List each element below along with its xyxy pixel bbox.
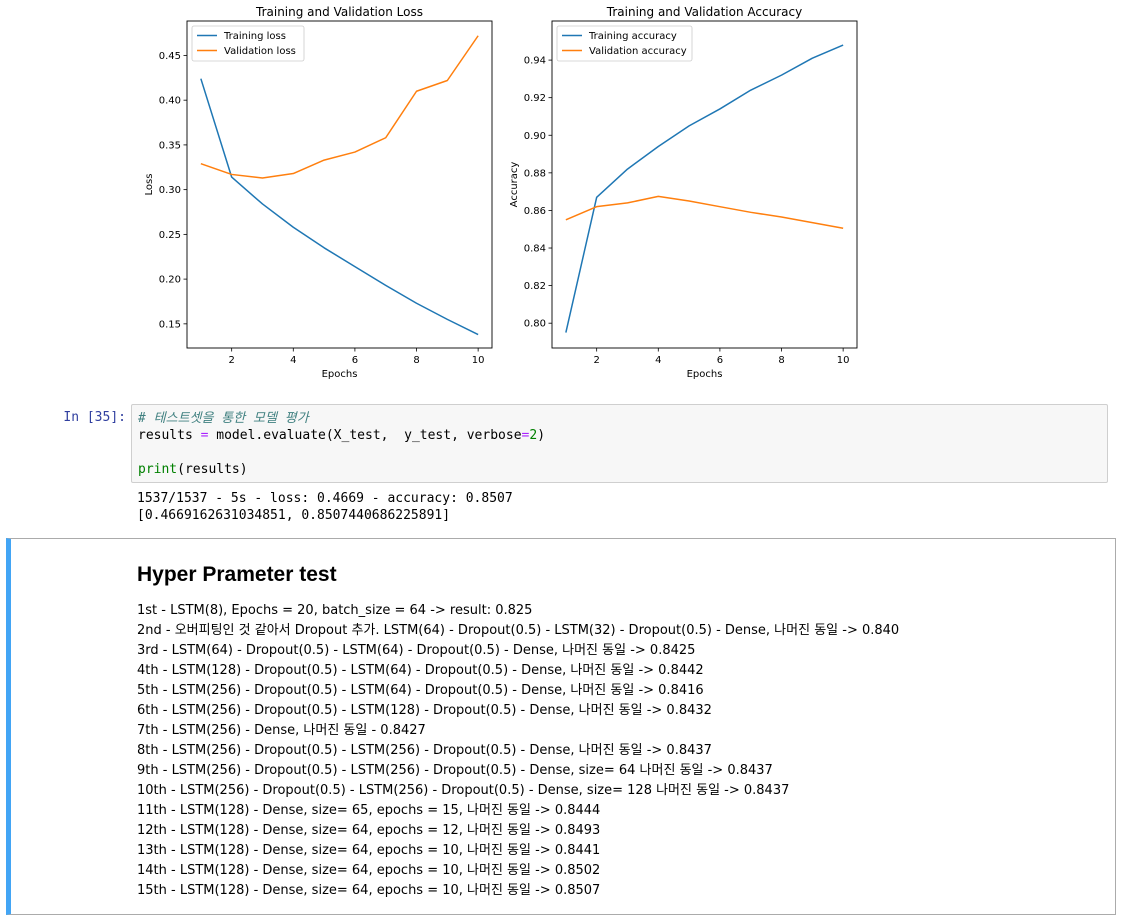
- plot-frame: [551, 20, 858, 349]
- hyperparameter-list: 1st - LSTM(8), Epochs = 20, batch_size =…: [137, 601, 899, 901]
- legend-box: [191, 25, 305, 62]
- y-tick-label: 0.90: [524, 131, 546, 142]
- y-tick-label: 0.92: [524, 93, 546, 104]
- chart-figure: 2 4 6 8 10 0.15 0.20 0.25 0.30 0.35 0.40 0.45 Traini…: [144, 5, 858, 380]
- list-item: 15th - LSTM(128) - Dense, size= 64, epoc…: [137, 883, 601, 898]
- series-line-training: [565, 44, 844, 333]
- list-item: 11th - LSTM(128) - Dense, size= 65, epoc…: [137, 803, 601, 818]
- x-axis-label: Epochs: [687, 369, 723, 380]
- legend-box: [556, 25, 693, 62]
- plot-frame: [186, 20, 493, 349]
- x-tick-label: 6: [717, 355, 723, 366]
- y-axis-label: Loss: [144, 174, 155, 196]
- output-line: 1537/1537 - 5s - loss: 0.4669 - accuracy…: [137, 491, 513, 506]
- input-prompt: In [35]:: [63, 410, 126, 425]
- y-tick-label: 0.30: [159, 185, 181, 196]
- y-tick-label: 0.88: [524, 168, 546, 179]
- x-tick-label: 2: [593, 355, 599, 366]
- series-line-validation: [565, 195, 844, 230]
- list-item: 7th - LSTM(256) - Dense, 나머진 동일 - 0.8427: [137, 723, 426, 738]
- list-item: 12th - LSTM(128) - Dense, size= 64, epoc…: [137, 823, 601, 838]
- code-builtin: print: [138, 462, 178, 477]
- code-operator: =: [200, 428, 209, 443]
- y-tick-label: 0.86: [524, 206, 546, 217]
- y-axis-label: Accuracy: [509, 162, 520, 208]
- y-tick-label: 0.45: [159, 51, 181, 62]
- list-item: 1st - LSTM(8), Epochs = 20, batch_size =…: [137, 603, 533, 618]
- list-item: 5th - LSTM(256) - Dropout(0.5) - LSTM(64…: [137, 683, 704, 698]
- list-item: 13th - LSTM(128) - Dense, size= 64, epoc…: [137, 843, 601, 858]
- cell-output: 1537/1537 - 5s - loss: 0.4669 - accuracy…: [137, 490, 513, 524]
- x-tick-label: 10: [837, 355, 850, 366]
- list-item: 2nd - 오버피팅인 것 같아서 Dropout 추가. LSTM(64) -…: [137, 623, 900, 638]
- y-tick-label: 0.15: [159, 319, 181, 330]
- code-input-area[interactable]: # 테스트셋을 통한 모델 평가 results = model.evaluat…: [131, 404, 1108, 483]
- series-line-training: [200, 78, 479, 336]
- x-axis-label: Epochs: [322, 369, 358, 380]
- x-tick-label: 8: [778, 355, 784, 366]
- chart-output: 2 4 6 8 10 0.15 0.20 0.25 0.30 0.35 0.40 0.45 Traini…: [130, 0, 890, 385]
- markdown-cell-selected[interactable]: Hyper Prameter test 1st - LSTM(8), Epoch…: [6, 538, 1116, 915]
- code-token: model.evaluate(X_test, y_test, verbose: [208, 428, 522, 443]
- code-comment: # 테스트셋을 통한 모델 평가: [138, 411, 309, 426]
- code-operator: =: [521, 428, 530, 443]
- x-tick-label: 8: [413, 355, 419, 366]
- x-tick-label: 4: [655, 355, 661, 366]
- series-line-validation: [200, 35, 479, 179]
- list-item: 3rd - LSTM(64) - Dropout(0.5) - LSTM(64)…: [137, 643, 696, 658]
- y-tick-label: 0.80: [524, 319, 546, 330]
- x-tick-label: 6: [352, 355, 358, 366]
- x-tick-label: 4: [290, 355, 296, 366]
- list-item: 14th - LSTM(128) - Dense, size= 64, epoc…: [137, 863, 601, 878]
- legend-label: Training accuracy: [588, 31, 677, 42]
- code-editor[interactable]: # 테스트셋을 통한 모델 평가 results = model.evaluat…: [138, 410, 545, 478]
- list-item: 10th - LSTM(256) - Dropout(0.5) - LSTM(2…: [137, 783, 790, 798]
- markdown-heading: Hyper Prameter test: [137, 563, 337, 586]
- list-item: 8th - LSTM(256) - Dropout(0.5) - LSTM(25…: [137, 743, 712, 758]
- legend-label: Validation accuracy: [589, 46, 687, 57]
- y-tick-label: 0.25: [159, 230, 181, 241]
- y-tick-label: 0.20: [159, 275, 181, 286]
- y-tick-label: 0.82: [524, 281, 546, 292]
- y-tick-label: 0.84: [524, 244, 546, 255]
- legend-label: Training loss: [223, 31, 286, 42]
- code-number: 2: [529, 428, 538, 443]
- code-token: (results): [177, 462, 248, 477]
- chart-title: Training and Validation Loss: [255, 5, 423, 19]
- list-item: 4th - LSTM(128) - Dropout(0.5) - LSTM(64…: [137, 663, 704, 678]
- y-tick-label: 0.35: [159, 140, 181, 151]
- list-item: 6th - LSTM(256) - Dropout(0.5) - LSTM(12…: [137, 703, 712, 718]
- y-tick-label: 0.94: [524, 56, 546, 67]
- y-tick-label: 0.40: [159, 96, 181, 107]
- legend-label: Validation loss: [224, 46, 296, 57]
- code-token: ): [537, 428, 546, 443]
- x-tick-label: 2: [228, 355, 234, 366]
- code-token: results: [138, 428, 201, 443]
- chart-title: Training and Validation Accuracy: [606, 5, 802, 19]
- output-line: [0.4669162631034851, 0.8507440686225891]: [137, 508, 451, 523]
- list-item: 9th - LSTM(256) - Dropout(0.5) - LSTM(25…: [137, 763, 773, 778]
- x-tick-label: 10: [472, 355, 485, 366]
